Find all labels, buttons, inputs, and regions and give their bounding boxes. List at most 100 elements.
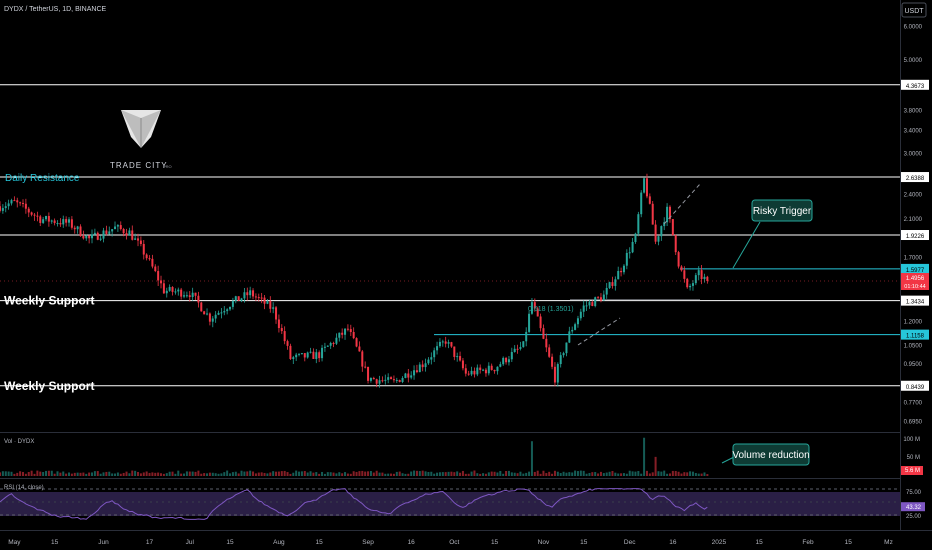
price-tag [901, 380, 929, 391]
candle-body [666, 206, 669, 223]
candle-body [703, 276, 706, 280]
candle-body [298, 353, 301, 355]
axis-labels: 6.0000 5.0000 4.3673 3.8000 3.4000 3.0000 2.63… [0, 25, 929, 546]
volume-bar [119, 473, 122, 476]
volume-bar [223, 472, 226, 476]
volume-reduction-callout[interactable] [732, 443, 810, 466]
candle-body [105, 230, 108, 234]
candle-body [272, 307, 275, 309]
volume-bar [252, 471, 255, 476]
volume-bar [269, 472, 272, 476]
candle-body [160, 280, 163, 284]
candle-body [387, 377, 390, 380]
price-pane[interactable] [0, 0, 900, 432]
volume-bar [154, 472, 157, 476]
trade-city-logo: TRADE CITY PRO [110, 110, 172, 170]
candle-body [266, 300, 269, 304]
candle-body [168, 287, 171, 291]
candle-body [116, 225, 119, 227]
time-tick: 15 [491, 539, 499, 546]
volume-bar [617, 473, 620, 476]
candle-body [668, 206, 671, 220]
candle-body [574, 324, 577, 330]
candle-body [467, 373, 470, 375]
volume-bar [168, 471, 171, 476]
volume-bar [582, 470, 585, 476]
volume-bar [562, 471, 565, 476]
time-tick: 2025 [712, 539, 727, 546]
volume-bar [568, 472, 571, 476]
candle-body [277, 319, 280, 329]
candle-body [137, 238, 140, 241]
volume-bar [381, 472, 384, 476]
volume-bar [114, 473, 117, 476]
candle-body [162, 283, 165, 294]
candle-body [473, 370, 476, 375]
candle-body [194, 292, 197, 296]
volume-bar [300, 471, 303, 476]
candle-body [447, 342, 450, 344]
candle-body [332, 342, 335, 344]
volume-pane-label: Vol · DYDX [4, 439, 34, 445]
volume-bar [157, 472, 160, 476]
candle-body [203, 311, 206, 315]
candle-body [677, 252, 680, 267]
price-tag-text: 4.3673 [906, 84, 925, 90]
volume-bar [436, 472, 439, 476]
logo-suffix-text: PRO [163, 164, 172, 169]
candle-body [496, 366, 499, 372]
candle-body [588, 302, 591, 306]
volume-bar [358, 471, 361, 476]
current-price-tag [901, 272, 929, 290]
volume-bar [50, 470, 53, 476]
volume-bar [128, 473, 131, 476]
candle-body [214, 314, 217, 319]
candle-body [263, 297, 266, 304]
candle-body [91, 234, 94, 239]
candle-body [553, 366, 556, 383]
volume-bar [476, 473, 479, 476]
volume-bar [413, 470, 416, 476]
volume-bar [188, 471, 191, 476]
logo-brand-text: TRADE CITY [110, 161, 168, 170]
candle-body [111, 229, 114, 232]
price-tick: 1.7000 [904, 256, 923, 262]
candle-body [545, 338, 548, 348]
volume-bar [272, 471, 275, 476]
volume-tag [901, 466, 923, 475]
candle-body [404, 373, 407, 378]
volume-bar [177, 470, 180, 476]
volume-bar [217, 473, 220, 476]
volume-bar [666, 473, 669, 476]
candle-body [315, 352, 318, 359]
candle-body [513, 348, 516, 353]
volume-bar [85, 473, 88, 476]
candle-body [565, 342, 568, 354]
level-label: Daily Resistance [5, 173, 80, 184]
volume-bar [332, 472, 335, 476]
volume-bar [208, 472, 211, 476]
currency-button[interactable] [901, 2, 927, 18]
time-tick: Oct [449, 539, 459, 546]
volume-bar [364, 471, 367, 476]
candle-body [217, 312, 220, 315]
volume-bar [59, 472, 62, 476]
candle-body [421, 364, 424, 368]
candle-body [341, 332, 344, 335]
candle-body [453, 346, 456, 357]
candle-body [628, 252, 631, 254]
candle-body [148, 258, 151, 260]
candle-body [625, 252, 628, 266]
candle-body [651, 203, 654, 225]
risky-trigger-callout[interactable] [751, 199, 813, 222]
candle-body [620, 270, 623, 273]
volume-bar [1, 471, 4, 476]
volume-bar [404, 473, 407, 476]
volume-bar [349, 473, 352, 476]
rsi-tick: 25.00 [906, 514, 922, 520]
candle-body [321, 347, 324, 359]
time-tick: Jun [98, 539, 109, 546]
volume-bar [260, 472, 263, 476]
volume-bar [401, 473, 404, 476]
